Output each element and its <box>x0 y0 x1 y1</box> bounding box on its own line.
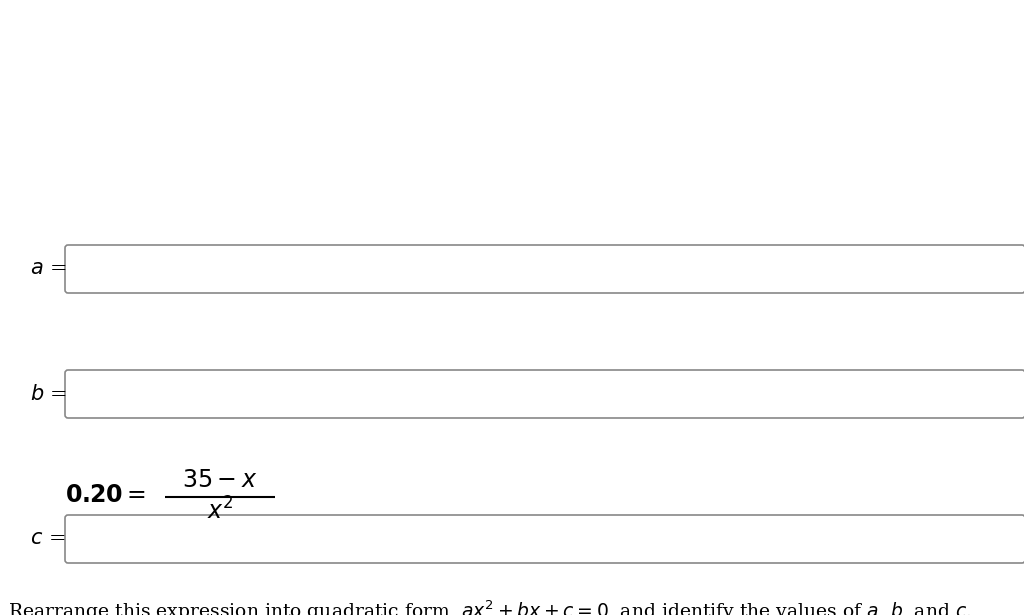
FancyBboxPatch shape <box>65 245 1024 293</box>
Text: $c$ =: $c$ = <box>30 530 66 549</box>
FancyBboxPatch shape <box>65 515 1024 563</box>
Text: $a$ =: $a$ = <box>30 260 67 279</box>
Text: $b$ =: $b$ = <box>30 384 68 404</box>
Text: $\mathbf{0.20} = $: $\mathbf{0.20} = $ <box>65 483 146 507</box>
Text: $35 - x$: $35 - x$ <box>182 468 258 492</box>
Text: Rearrange this expression into quadratic form, $ax^2 + bx + c = 0$, and identify: Rearrange this expression into quadratic… <box>8 598 972 615</box>
FancyBboxPatch shape <box>65 370 1024 418</box>
Text: $x^2$: $x^2$ <box>207 498 233 525</box>
